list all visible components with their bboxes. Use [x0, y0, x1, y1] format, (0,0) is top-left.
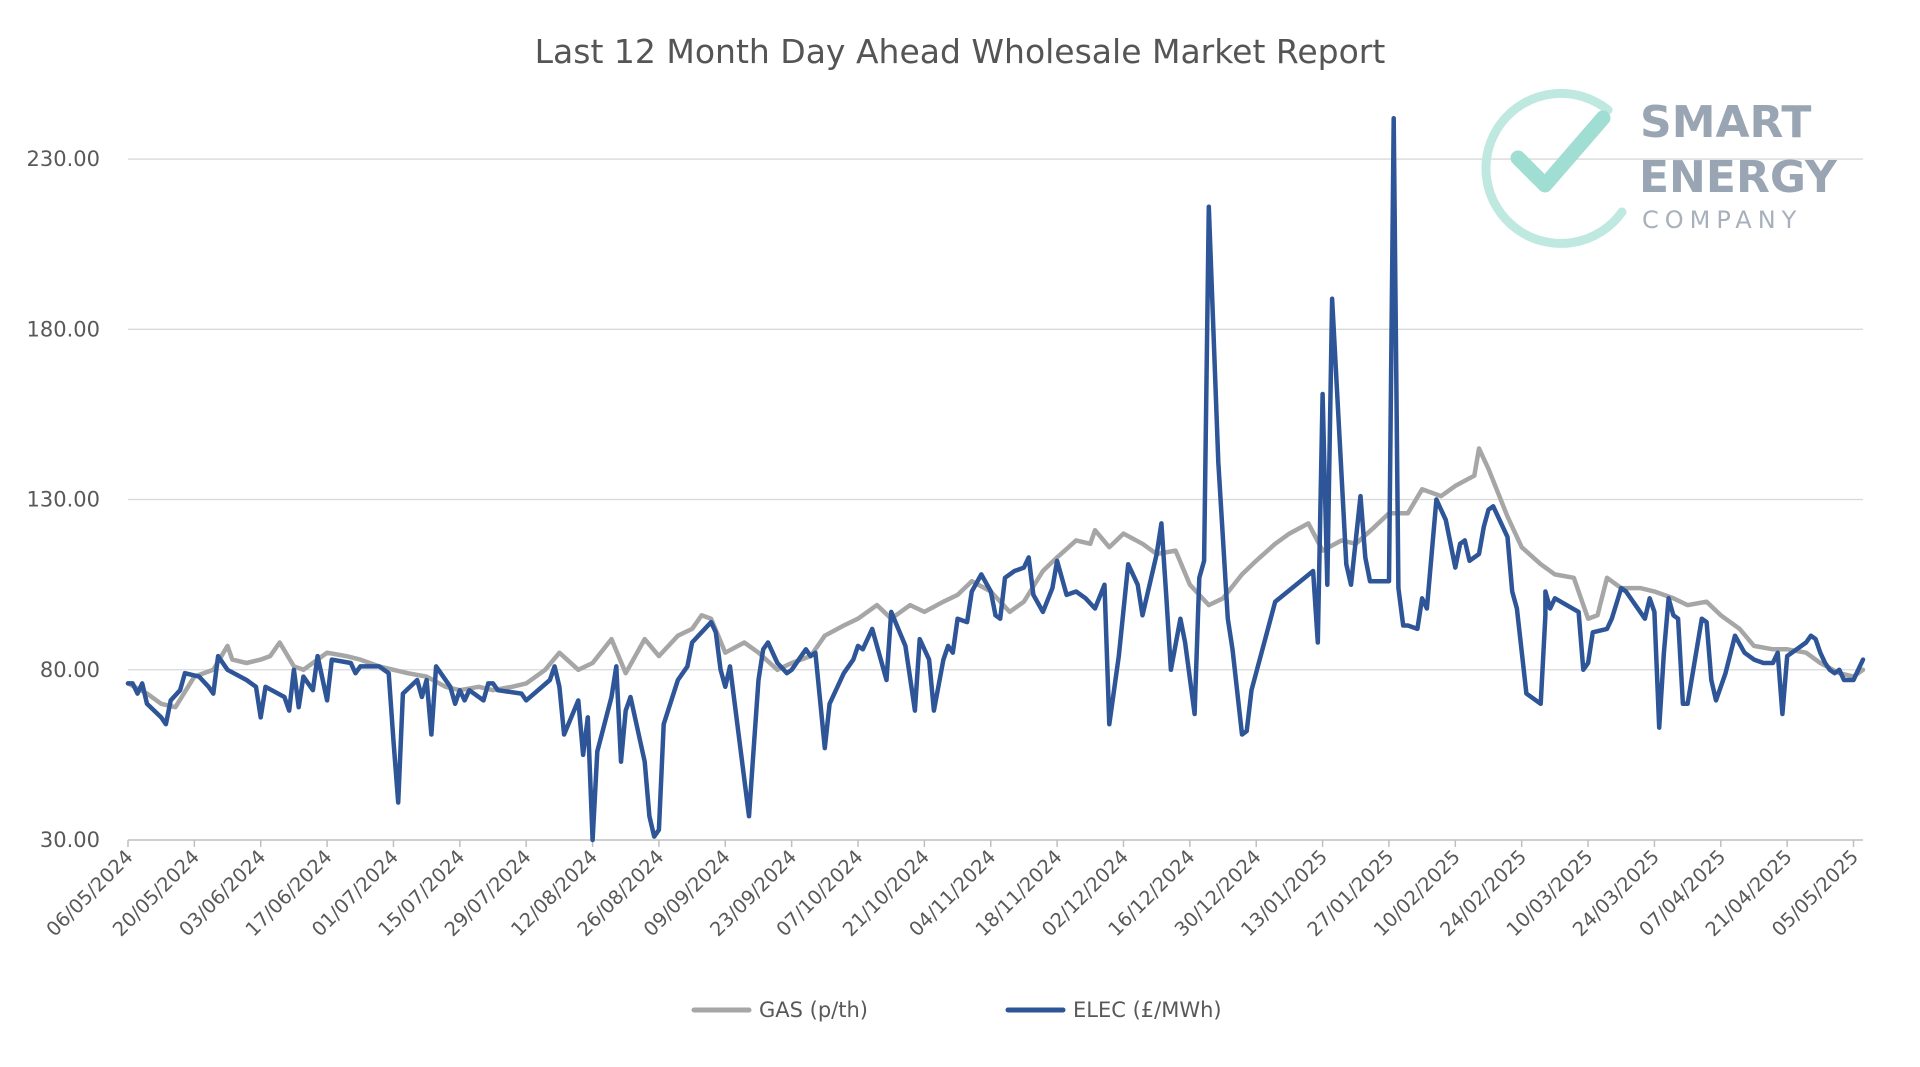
y-tick-label: 230.00 — [27, 147, 100, 171]
legend: GAS (p/th) ELEC (£/MWh) — [691, 998, 1222, 1022]
logo-text-company: COMPANY — [1642, 206, 1802, 234]
series-lines — [125, 115, 1866, 843]
series-line-elec — [125, 115, 1866, 843]
y-tick-label: 130.00 — [27, 488, 100, 512]
y-tick-label: 30.00 — [40, 828, 100, 852]
gridlines — [128, 158, 1863, 671]
legend-label-elec: ELEC (£/MWh) — [1073, 998, 1222, 1022]
checkmark-icon — [1510, 110, 1611, 193]
y-tick-label: 80.00 — [40, 658, 100, 682]
legend-label-gas: GAS (p/th) — [759, 998, 868, 1022]
y-axis-ticks: 30.00 80.00 130.00 180.00 230.00 — [27, 147, 100, 852]
logo-text-smart: SMART — [1640, 97, 1811, 148]
chart-title: Last 12 Month Day Ahead Wholesale Market… — [535, 32, 1386, 71]
company-logo: SMART ENERGY COMPANY — [1481, 88, 1838, 248]
logo-ring-icon — [1481, 88, 1627, 248]
y-tick-label: 180.00 — [27, 317, 100, 341]
logo-text-energy: ENERGY — [1639, 152, 1838, 203]
